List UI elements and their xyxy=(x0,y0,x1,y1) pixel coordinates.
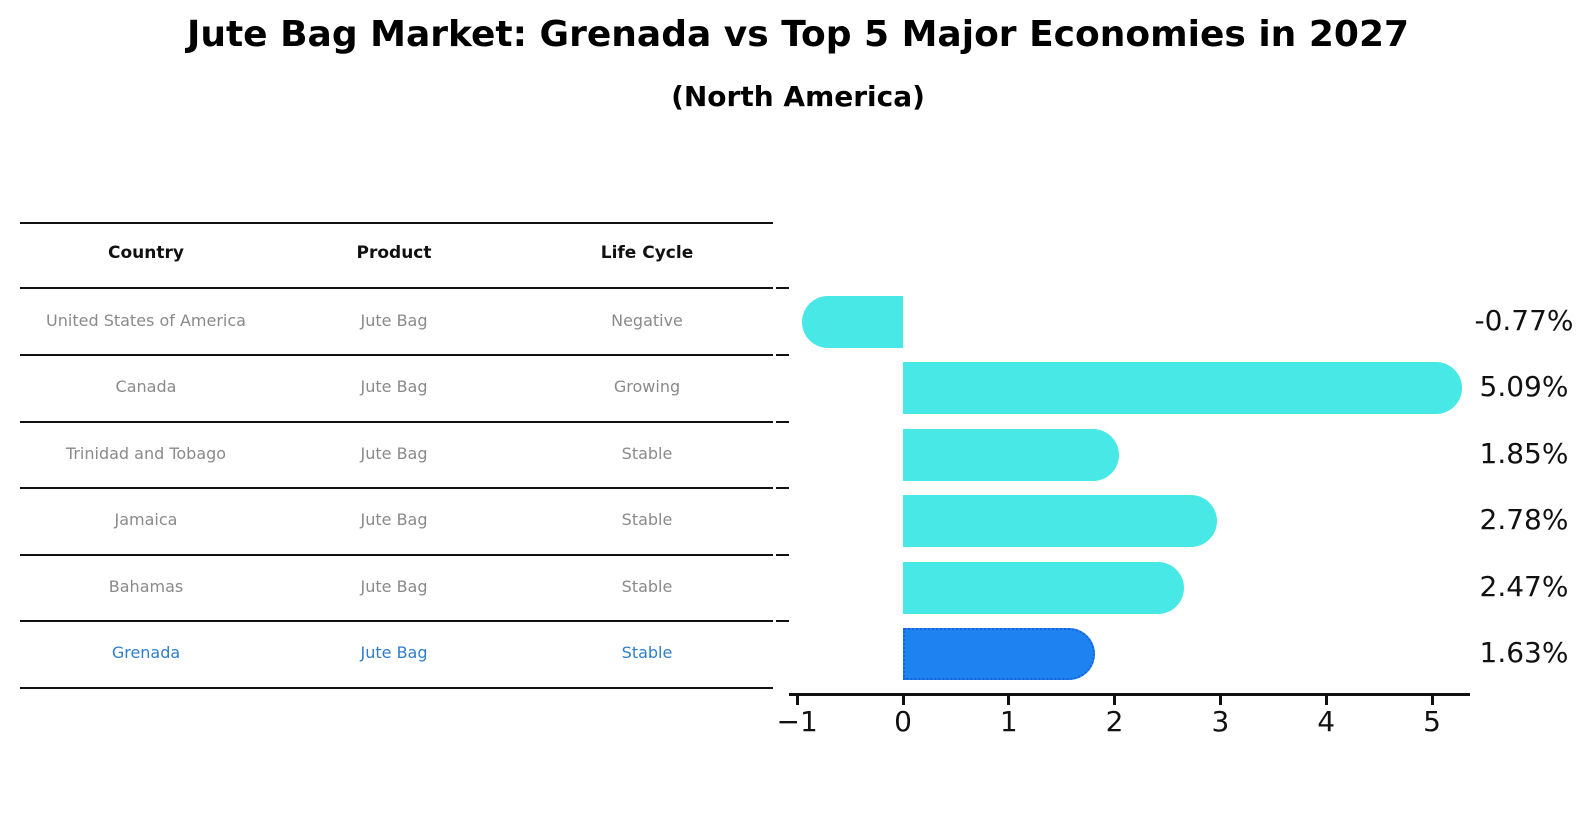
bar xyxy=(903,362,1462,414)
highlighted-bar xyxy=(903,628,1096,680)
x-tick-label: −1 xyxy=(776,705,818,738)
bar xyxy=(801,296,903,348)
table-rule xyxy=(20,487,773,489)
x-tick xyxy=(1007,694,1011,705)
y-tick xyxy=(776,554,789,556)
chart-subtitle: (North America) xyxy=(671,80,925,113)
table-cell: Jamaica xyxy=(114,510,178,529)
x-tick-label: 4 xyxy=(1317,705,1336,738)
y-tick xyxy=(776,487,789,489)
table-rule xyxy=(20,421,773,423)
table-header-cell: Life Cycle xyxy=(600,243,694,263)
table-cell: Jute Bag xyxy=(360,577,428,596)
table-rule xyxy=(20,354,773,356)
bar-value-label: 2.47% xyxy=(1479,570,1569,603)
x-tick xyxy=(795,694,799,705)
chart-title: Jute Bag Market: Grenada vs Top 5 Major … xyxy=(186,14,1410,55)
x-tick-label: 1 xyxy=(999,705,1018,738)
x-axis-line xyxy=(789,693,1470,696)
bar-value-label: 5.09% xyxy=(1479,370,1569,403)
table-cell: Jute Bag xyxy=(360,643,428,662)
table-cell: Jute Bag xyxy=(360,510,428,529)
x-tick xyxy=(1113,694,1117,705)
x-tick xyxy=(1324,694,1328,705)
table-rule xyxy=(20,554,773,556)
y-tick xyxy=(776,354,789,356)
table-cell: Negative xyxy=(611,311,683,330)
table-rule xyxy=(20,687,773,689)
x-tick xyxy=(1218,694,1222,705)
table-cell: Jute Bag xyxy=(360,377,428,396)
table-cell: Trinidad and Tobago xyxy=(65,444,227,463)
y-tick xyxy=(776,287,789,289)
table-cell: Stable xyxy=(621,643,673,662)
table-rule xyxy=(20,222,773,224)
bar xyxy=(903,429,1119,481)
x-tick xyxy=(901,694,905,705)
y-tick xyxy=(776,421,789,423)
table-cell: Bahamas xyxy=(108,577,184,596)
x-tick-label: 2 xyxy=(1105,705,1124,738)
x-tick-label: 5 xyxy=(1423,705,1441,738)
table-header-cell: Country xyxy=(108,243,184,263)
table-cell: Stable xyxy=(621,577,673,596)
table-cell: United States of America xyxy=(46,311,246,330)
table-cell: Stable xyxy=(621,444,673,463)
bar-value-label: 2.78% xyxy=(1479,503,1569,536)
bar-value-label: 1.85% xyxy=(1479,437,1569,470)
x-tick xyxy=(1430,694,1434,705)
x-tick-label: 3 xyxy=(1211,705,1230,738)
bar-value-label: 1.63% xyxy=(1479,636,1569,669)
x-tick-label: 0 xyxy=(894,705,912,738)
table-rule xyxy=(20,620,773,622)
table-header-cell: Product xyxy=(356,243,432,263)
table-cell: Stable xyxy=(621,510,673,529)
bar xyxy=(903,495,1218,547)
table-cell: Growing xyxy=(613,377,681,396)
table-cell: Jute Bag xyxy=(360,444,428,463)
table-rule xyxy=(20,287,773,289)
bar-value-label: -0.77% xyxy=(1474,304,1574,337)
bar xyxy=(903,562,1185,614)
y-tick xyxy=(776,620,789,622)
table-cell: Jute Bag xyxy=(360,311,428,330)
table-cell: Grenada xyxy=(111,643,181,662)
table-cell: Canada xyxy=(115,377,177,396)
